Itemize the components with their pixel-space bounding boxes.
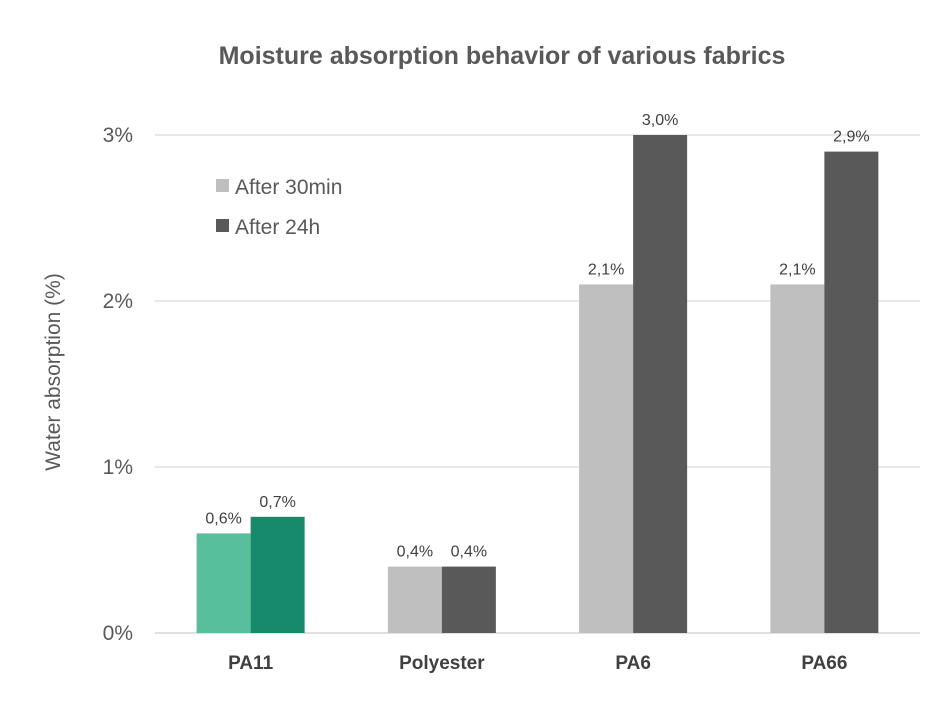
data-label: 0,6% [205, 510, 241, 527]
y-tick-label: 3% [103, 124, 133, 147]
bar-pa11-after-30min [196, 533, 251, 633]
legend-label-after-30min: After 30min [235, 176, 342, 199]
bar-polyester-after-30min [387, 566, 442, 633]
data-label: 3,0% [642, 112, 678, 129]
legend-swatch-after-24h [216, 219, 229, 232]
data-label: 0,4% [451, 544, 487, 561]
chart-title: Moisture absorption behavior of various … [219, 42, 786, 70]
data-label: 2,1% [588, 261, 624, 278]
x-category-label: Polyester [399, 653, 485, 674]
bar-pa66-after-30min [770, 284, 825, 633]
x-category-label: PA11 [228, 653, 274, 674]
legend-swatch-after-30min [216, 179, 229, 192]
y-tick-label: 1% [103, 456, 133, 479]
data-label: 0,7% [259, 494, 295, 511]
legend: After 30min After 24h [216, 176, 342, 239]
bar-pa6-after-30min [579, 284, 634, 633]
x-category-label: PA66 [801, 653, 847, 674]
x-category-label: PA6 [615, 653, 651, 674]
legend-label-after-24h: After 24h [235, 216, 320, 239]
data-labels: 0,6% 0,7% 0,4% 0,4% 2,1% 3,0% 2,1% 2,9% [205, 112, 869, 561]
y-tick-label: 0% [103, 622, 133, 645]
y-axis-title: Water absorption (%) [42, 273, 65, 471]
y-axis-ticks: 0% 1% 2% 3% [103, 124, 133, 645]
y-tick-label: 2% [103, 290, 133, 313]
data-label: 2,9% [833, 129, 869, 146]
data-label: 0,4% [397, 544, 433, 561]
category-labels: PA11 Polyester PA6 PA66 [228, 653, 847, 674]
bar-pa6-after-24h [633, 135, 688, 633]
data-label: 2,1% [779, 261, 815, 278]
bar-polyester-after-24h [441, 566, 496, 633]
bars [196, 135, 879, 633]
bar-pa66-after-24h [824, 151, 879, 633]
bar-pa11-after-24h [250, 516, 305, 633]
